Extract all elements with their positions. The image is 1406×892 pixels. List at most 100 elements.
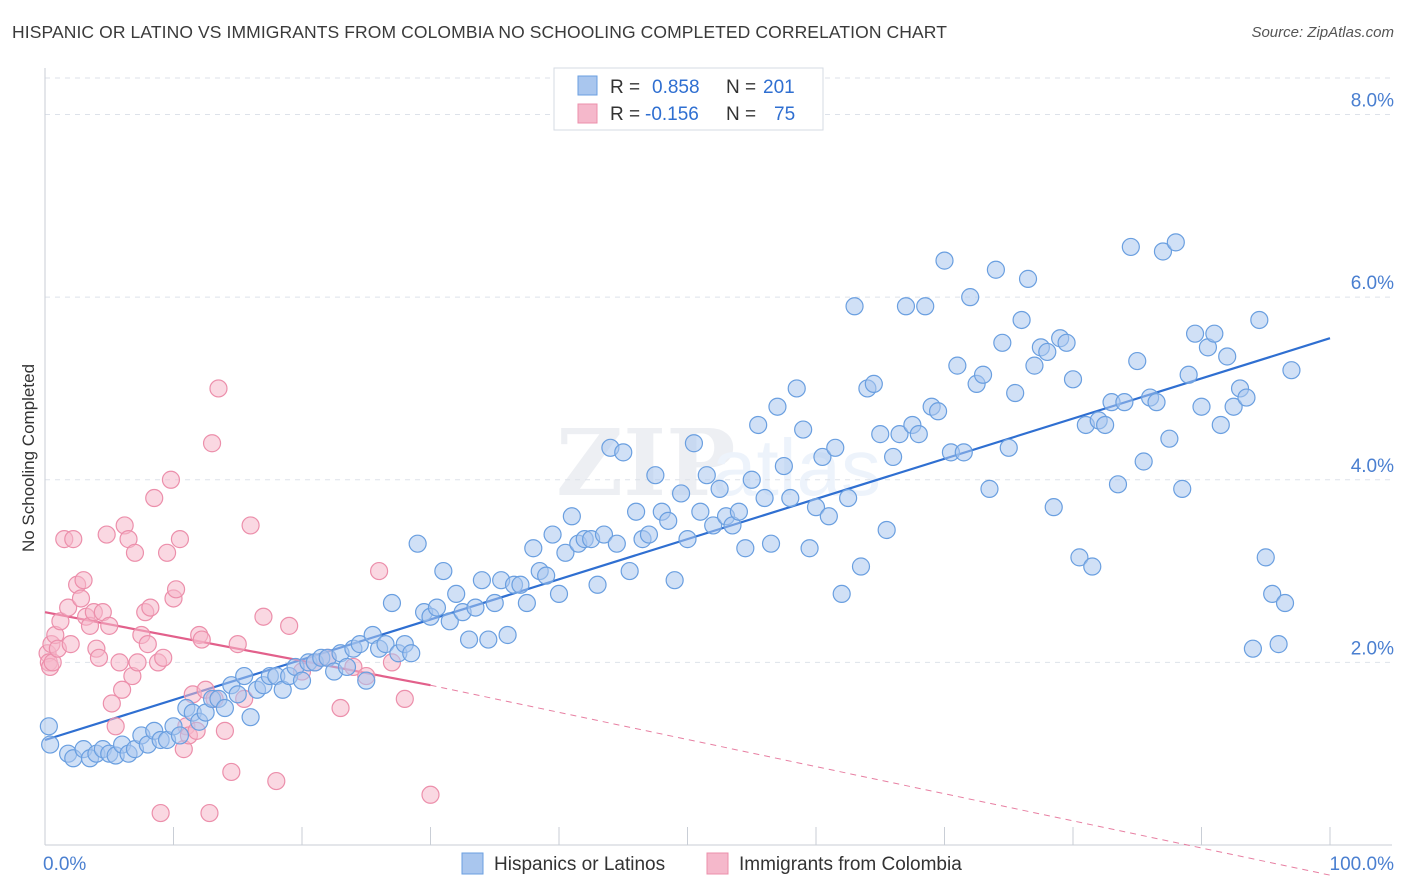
data-point — [768, 397, 787, 416]
data-point — [151, 803, 170, 823]
data-point — [916, 297, 935, 316]
data-point — [704, 516, 723, 535]
data-point — [215, 698, 234, 718]
data-point — [145, 488, 164, 508]
legend-r-value-blue: 0.858 — [652, 77, 700, 98]
stats-legend: R = 0.858 N = 201 R = -0.156 N = 75 — [553, 67, 824, 131]
data-point — [1224, 397, 1243, 416]
data-point — [51, 612, 70, 631]
data-point — [382, 593, 402, 613]
bottom-legend-swatch-blue — [461, 852, 484, 875]
legend-n-label-pink: N = — [726, 104, 756, 125]
data-point — [1179, 365, 1198, 384]
legend-n-value-blue: 201 — [763, 77, 795, 98]
data-point — [100, 616, 119, 635]
data-point — [1063, 370, 1083, 389]
data-point — [39, 717, 58, 736]
data-point — [646, 466, 665, 485]
x-tick-label-max: 100.0% — [1330, 854, 1395, 875]
data-point — [588, 575, 607, 594]
data-point — [691, 502, 710, 521]
data-point — [466, 598, 485, 617]
data-point — [928, 402, 948, 421]
data-point — [370, 561, 389, 581]
data-point — [408, 534, 427, 553]
data-point — [89, 648, 109, 667]
data-point — [948, 356, 967, 375]
data-point — [166, 580, 186, 599]
data-point — [1218, 347, 1237, 366]
data-point — [1256, 548, 1275, 567]
data-point — [639, 525, 659, 544]
data-point — [192, 630, 211, 649]
y-tick-labels: 2.0% 4.0% 6.0% 8.0% — [1351, 91, 1394, 660]
data-point — [427, 598, 447, 617]
data-point — [1083, 557, 1102, 576]
data-point — [228, 685, 247, 704]
y-tick-label: 8.0% — [1351, 91, 1394, 112]
data-point — [254, 607, 273, 626]
data-point — [787, 379, 806, 398]
data-point — [128, 653, 147, 672]
data-point — [97, 525, 116, 544]
y-axis-label: No Schooling Completed — [19, 364, 38, 552]
chart-title: HISPANIC OR LATINO VS IMMIGRANTS FROM CO… — [12, 22, 948, 42]
data-point — [170, 726, 190, 745]
data-point — [479, 630, 498, 649]
legend-n-label-blue: N = — [726, 77, 756, 98]
data-point — [64, 530, 83, 549]
data-point — [537, 566, 556, 585]
data-point — [890, 425, 909, 444]
legend-swatch-blue — [577, 75, 598, 96]
data-point — [200, 803, 219, 823]
data-point — [434, 561, 453, 581]
data-point — [337, 657, 357, 677]
bottom-legend-label-blue: Hispanics or Latinos — [494, 854, 665, 875]
legend-n-value-pink: 75 — [774, 104, 795, 125]
series-legend: Hispanics or Latinos Immigrants from Col… — [461, 852, 962, 875]
data-point — [350, 635, 369, 654]
data-point — [157, 543, 177, 562]
data-point — [1006, 383, 1025, 403]
data-point — [832, 584, 851, 603]
data-point — [395, 689, 414, 709]
data-point — [498, 625, 517, 645]
data-point — [1275, 593, 1295, 613]
data-point — [1096, 415, 1115, 435]
data-point — [472, 571, 491, 590]
data-point — [935, 251, 954, 270]
data-point — [267, 771, 286, 791]
data-point — [781, 488, 800, 508]
data-point — [447, 584, 466, 603]
data-point — [1211, 415, 1230, 435]
data-point — [980, 479, 999, 498]
data-point — [1070, 548, 1089, 567]
data-point — [845, 297, 864, 316]
data-point — [1012, 310, 1031, 330]
data-point — [1121, 237, 1140, 257]
data-point — [1134, 452, 1153, 471]
data-point — [671, 484, 691, 503]
data-point — [819, 507, 838, 526]
data-point — [106, 717, 125, 736]
data-point — [1025, 356, 1044, 375]
data-point — [973, 365, 993, 384]
data-point — [161, 470, 181, 489]
data-point — [215, 721, 234, 740]
data-point — [549, 584, 569, 603]
data-point — [1185, 324, 1205, 343]
data-point — [961, 288, 980, 307]
data-point — [280, 616, 299, 635]
data-point — [222, 762, 241, 782]
data-point — [74, 571, 93, 590]
data-point — [986, 260, 1006, 279]
legend-r-label-blue: R = — [610, 77, 640, 98]
data-point — [1166, 233, 1185, 252]
data-point — [800, 539, 819, 558]
data-point — [864, 374, 883, 393]
data-point — [749, 415, 768, 435]
data-point — [993, 333, 1012, 352]
data-point — [1237, 388, 1256, 407]
data-point — [1269, 635, 1288, 654]
